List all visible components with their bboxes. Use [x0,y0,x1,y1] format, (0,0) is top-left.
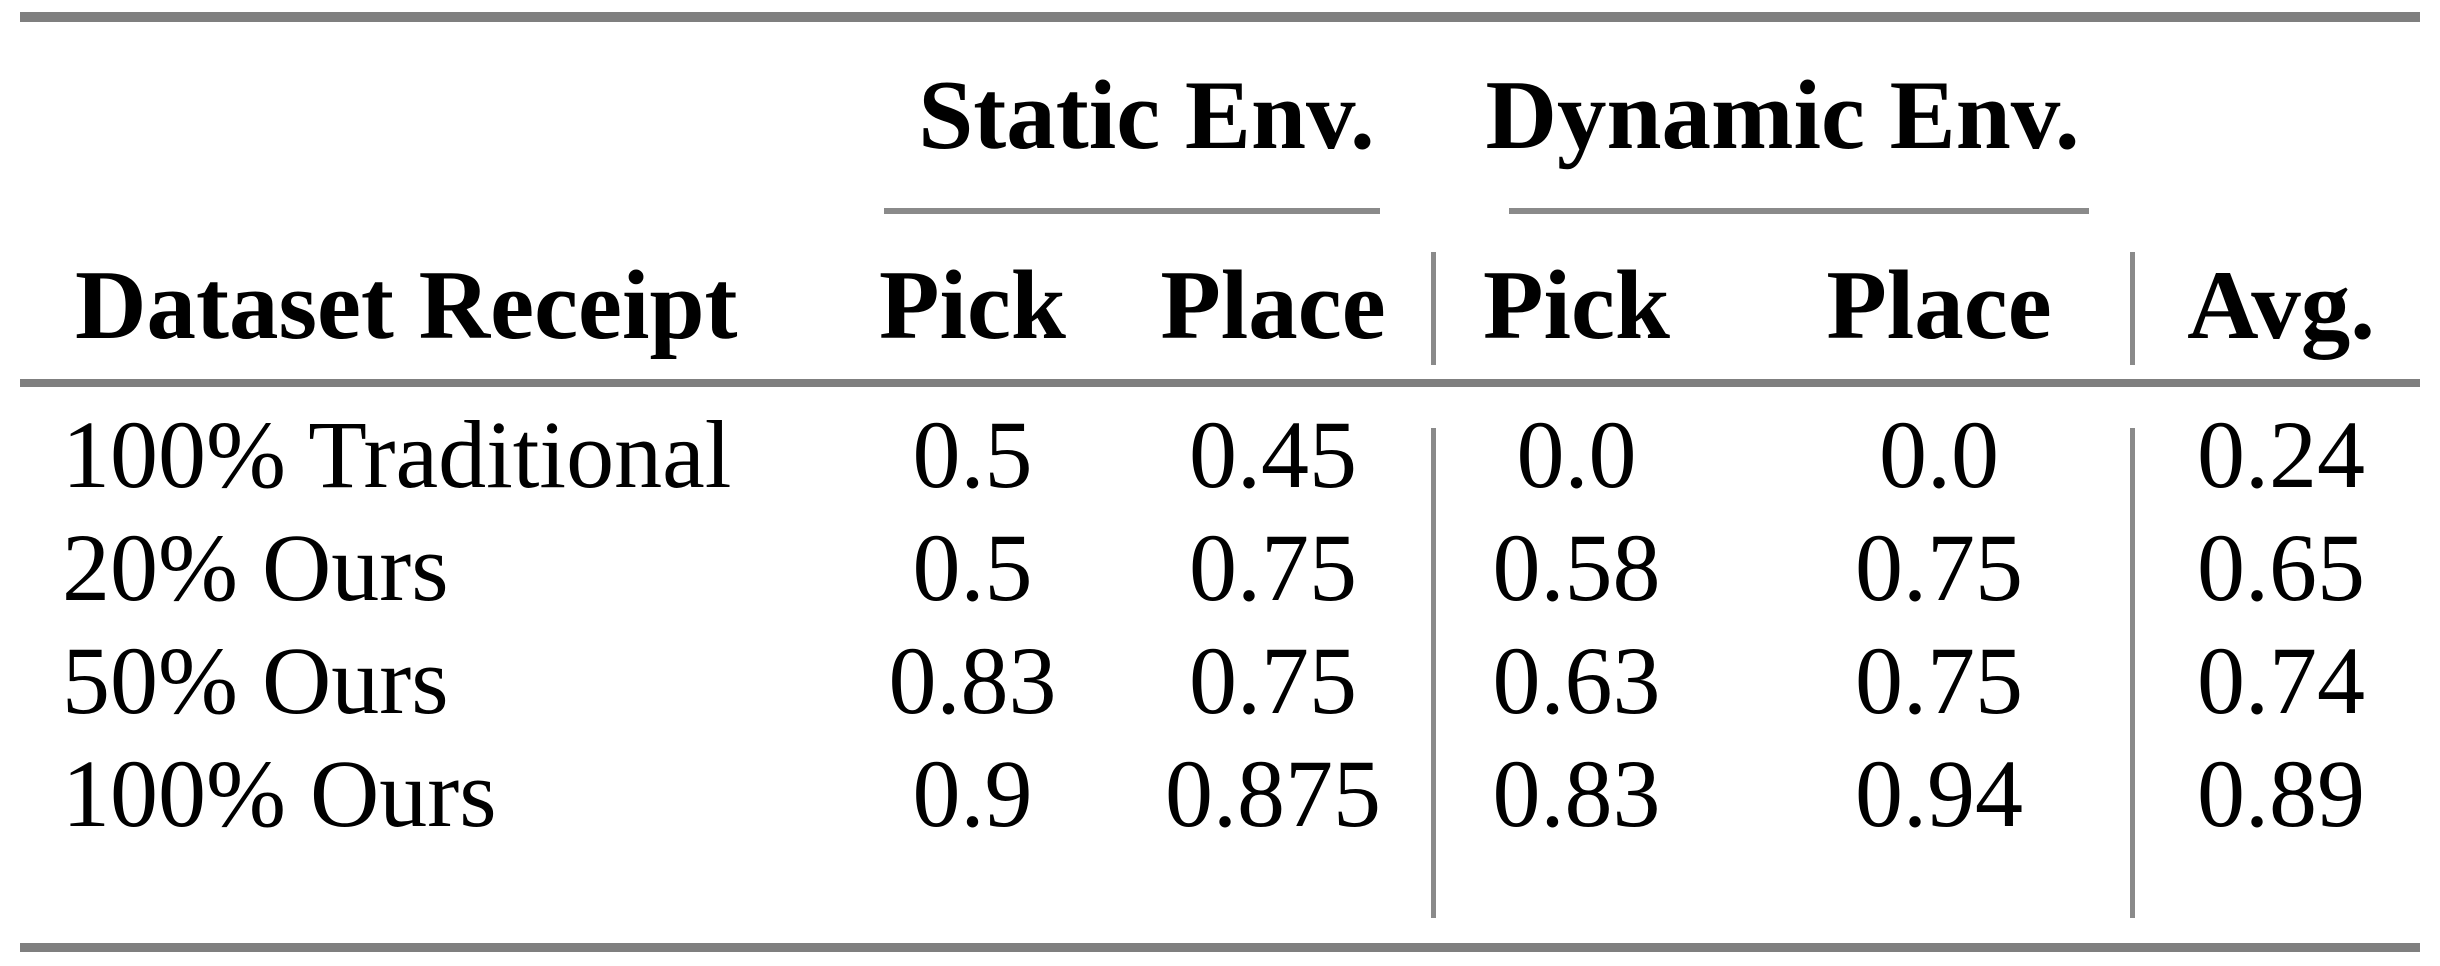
bottom-spacer-row [20,847,2420,943]
mid-rule [20,379,2420,387]
cell-dynamic-place: 0.94 [1855,739,2024,847]
cell-dynamic-place: 0.75 [1855,513,2024,621]
cell-static-pick: 0.5 [912,400,1033,508]
cell-static-place: 0.75 [1189,513,1357,621]
column-header-static-pick: Pick [879,252,1066,360]
vertical-rule-avg-body [2130,428,2135,918]
cell-static-place: 0.45 [1189,400,1357,508]
cell-dynamic-pick: 0.83 [1492,739,1661,847]
cell-avg: 0.89 [2197,739,2366,847]
column-header-dynamic-pick: Pick [1483,252,1670,360]
cell-label: 50% Ours [62,626,449,734]
cell-avg: 0.65 [2197,513,2366,621]
table-row-100pct-traditional: 100% Traditional 0.5 0.45 0.0 0.0 0.24 [20,395,2420,508]
cell-label: 100% Traditional [62,400,732,508]
static-env-underline [884,208,1380,214]
bottom-spacer [20,847,2420,943]
cell-static-pick: 0.5 [912,513,1033,621]
table-row-50pct-ours: 50% Ours 0.83 0.75 0.63 0.75 0.74 [20,621,2420,734]
cmidrule-gap-row [20,208,2420,252]
group-header-empty [20,22,860,208]
cell-dynamic-pick: 0.58 [1492,513,1661,621]
cell-label: 100% Ours [62,739,497,847]
vertical-rule-avg-header [2130,252,2135,365]
cell-static-place: 0.75 [1189,626,1357,734]
bottom-rule [20,943,2420,952]
column-header-static-place: Place [1160,252,1386,360]
top-rule [20,12,2420,22]
cell-avg: 0.74 [2197,626,2366,734]
cell-static-pick: 0.9 [912,739,1033,847]
cell-static-place: 0.875 [1165,739,1381,847]
dynamic-env-underline [1509,208,2089,214]
table-row-100pct-ours: 100% Ours 0.9 0.875 0.83 0.94 0.89 [20,734,2420,847]
cell-static-pick: 0.83 [888,626,1057,734]
cell-dynamic-pick: 0.0 [1516,400,1637,508]
cell-dynamic-place: 0.75 [1855,626,2024,734]
column-header-row: Dataset Receipt Pick Place Pick Place Av… [20,252,2420,395]
column-header-avg: Avg. [2187,252,2375,360]
column-header-dataset-receipt: Dataset Receipt [75,252,738,360]
column-header-dynamic-place: Place [1826,252,2052,360]
cell-dynamic-pick: 0.63 [1492,626,1661,734]
cell-avg: 0.24 [2197,400,2366,508]
group-header-static-env: Static Env. [918,60,1375,170]
group-header-empty [2132,22,2420,208]
cell-dynamic-place: 0.0 [1879,400,2000,508]
group-header-row: Static Env. Dynamic Env. [20,22,2420,208]
results-table: Static Env. Dynamic Env. Dataset Receipt… [20,22,2420,943]
table-row-20pct-ours: 20% Ours 0.5 0.75 0.58 0.75 0.65 [20,508,2420,621]
vertical-rule-static-dynamic-body [1431,428,1436,918]
cmidrule-gap [20,208,2420,252]
group-header-dynamic-env: Dynamic Env. [1485,60,2080,170]
cell-label: 20% Ours [62,513,449,621]
vertical-rule-static-dynamic-header [1431,252,1436,365]
